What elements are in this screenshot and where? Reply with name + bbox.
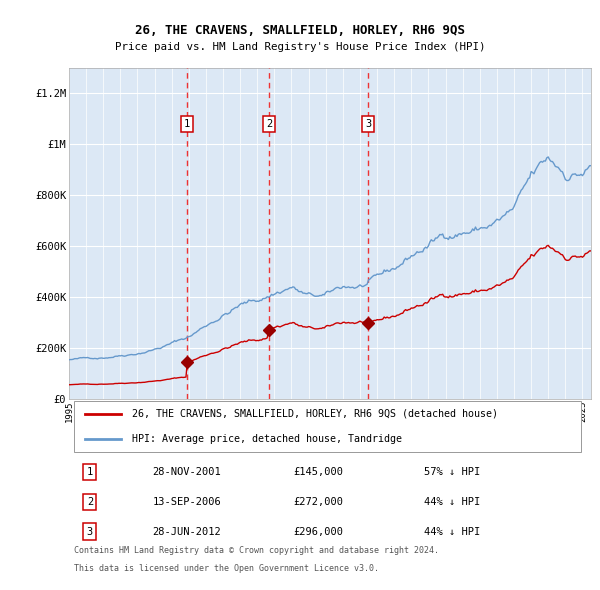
- Text: £272,000: £272,000: [293, 497, 343, 507]
- Text: 2: 2: [266, 119, 272, 129]
- Text: 3: 3: [365, 119, 371, 129]
- Text: 3: 3: [87, 527, 93, 537]
- Text: HPI: Average price, detached house, Tandridge: HPI: Average price, detached house, Tand…: [131, 434, 401, 444]
- Text: This data is licensed under the Open Government Licence v3.0.: This data is licensed under the Open Gov…: [74, 565, 379, 573]
- Text: 44% ↓ HPI: 44% ↓ HPI: [424, 497, 480, 507]
- Text: 13-SEP-2006: 13-SEP-2006: [152, 497, 221, 507]
- Text: 26, THE CRAVENS, SMALLFIELD, HORLEY, RH6 9QS (detached house): 26, THE CRAVENS, SMALLFIELD, HORLEY, RH6…: [131, 409, 497, 419]
- Text: Price paid vs. HM Land Registry's House Price Index (HPI): Price paid vs. HM Land Registry's House …: [115, 42, 485, 53]
- Text: 44% ↓ HPI: 44% ↓ HPI: [424, 527, 480, 537]
- Text: Contains HM Land Registry data © Crown copyright and database right 2024.: Contains HM Land Registry data © Crown c…: [74, 546, 439, 555]
- Text: 28-NOV-2001: 28-NOV-2001: [152, 467, 221, 477]
- Text: 1: 1: [87, 467, 93, 477]
- Text: £296,000: £296,000: [293, 527, 343, 537]
- Text: 26, THE CRAVENS, SMALLFIELD, HORLEY, RH6 9QS: 26, THE CRAVENS, SMALLFIELD, HORLEY, RH6…: [135, 24, 465, 37]
- FancyBboxPatch shape: [74, 401, 581, 452]
- Text: 1: 1: [184, 119, 190, 129]
- Text: 28-JUN-2012: 28-JUN-2012: [152, 527, 221, 537]
- Text: 2: 2: [87, 497, 93, 507]
- Text: £145,000: £145,000: [293, 467, 343, 477]
- Text: 57% ↓ HPI: 57% ↓ HPI: [424, 467, 480, 477]
